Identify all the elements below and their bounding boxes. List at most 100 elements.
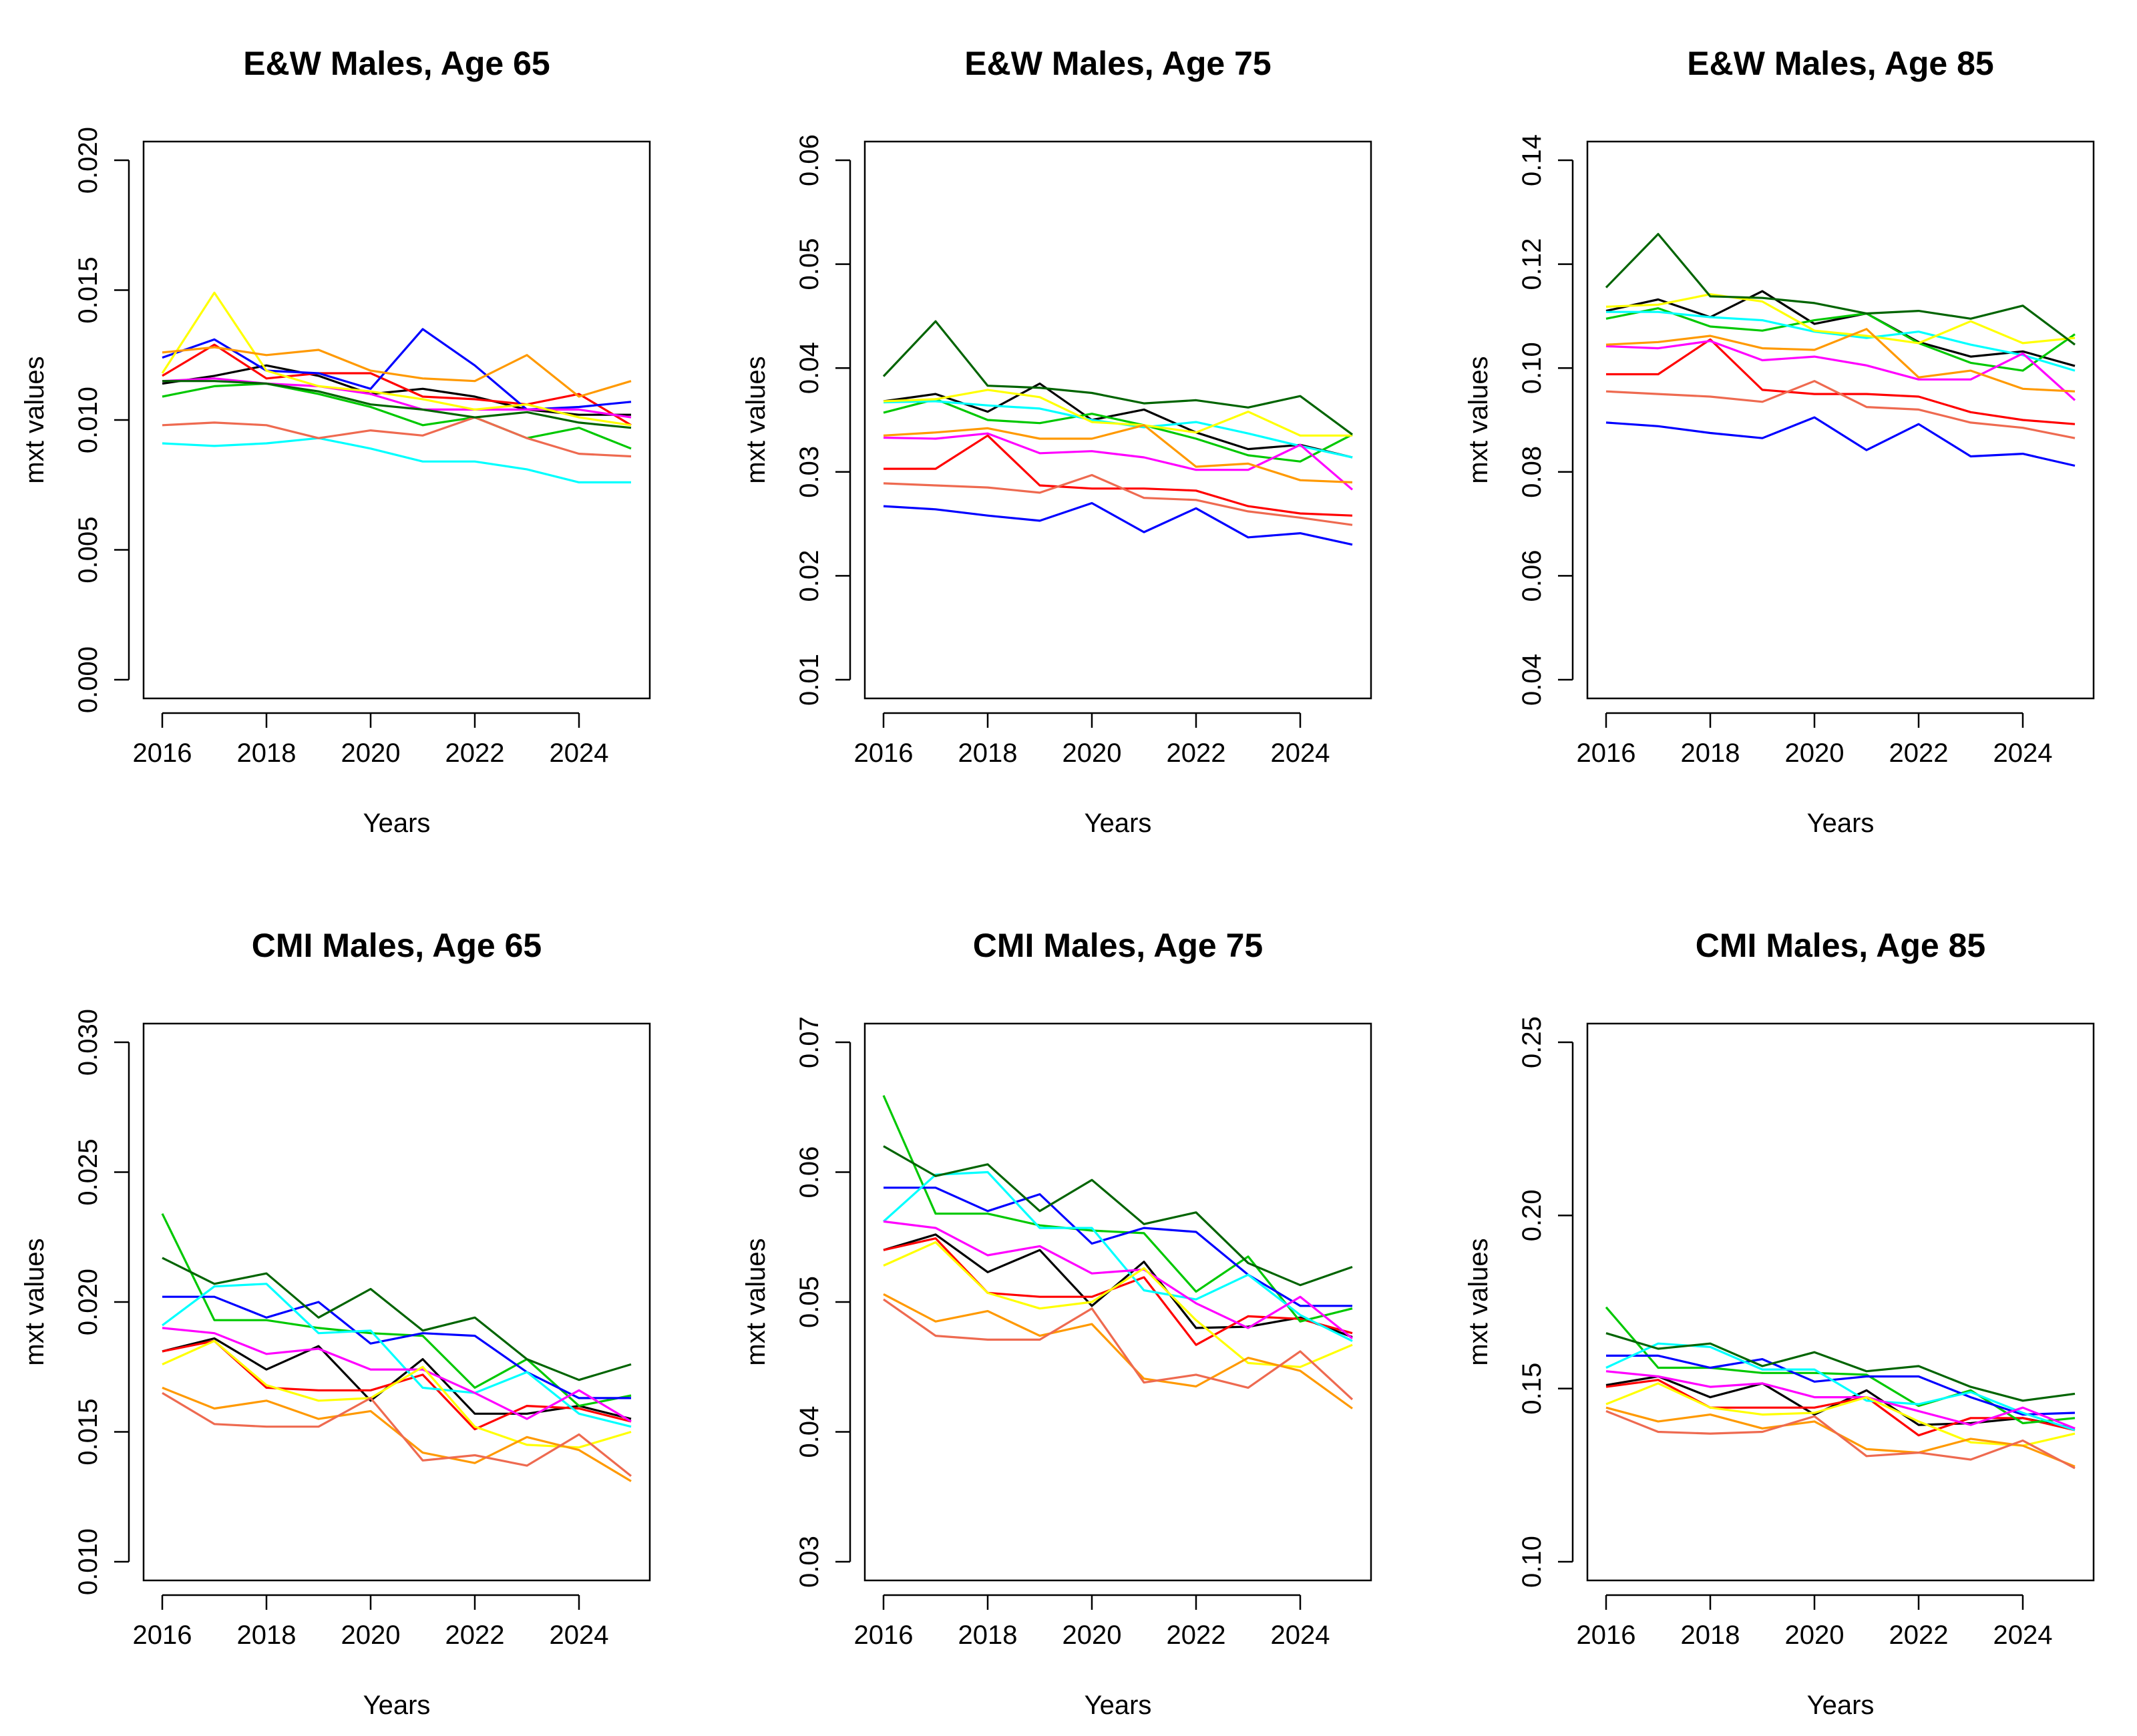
y-tick-label: 0.20 — [1517, 1189, 1547, 1241]
series-line-red — [884, 434, 1353, 517]
y-tick-label: 0.015 — [73, 256, 103, 323]
series-line-darkgreen — [882, 320, 1353, 436]
series-line-orange — [162, 1386, 632, 1482]
series-line-salmon — [883, 1298, 1354, 1401]
chart-panel-4: CMI Males, Age 65 2016 2018 2020 2022 2024 Yea… — [20, 927, 651, 1720]
x-tick-label: 2022 — [1889, 1620, 1949, 1650]
series-line-salmon — [1605, 1409, 2076, 1470]
x-axis-label: Years — [1085, 809, 1152, 838]
y-axis: 0.04 0.06 0.08 0.10 0.12 0.14 — [1517, 134, 1574, 706]
chart-title: E&W Males, Age 85 — [1687, 45, 1993, 82]
x-tick-label: 2018 — [237, 1620, 297, 1650]
x-axis: 2016 2018 2020 2022 2024 — [1577, 712, 2053, 768]
x-axis-label: Years — [1807, 1691, 1875, 1720]
y-tick-label: 0.03 — [795, 446, 824, 498]
series-line-yellow — [883, 389, 1352, 437]
x-tick-label: 2024 — [1993, 1620, 2053, 1650]
x-tick-label: 2022 — [1889, 738, 1949, 768]
series-line-red — [162, 343, 632, 427]
series-line-magenta — [162, 1327, 632, 1423]
plot-frame — [142, 1022, 651, 1582]
y-tick-label: 0.020 — [73, 1269, 103, 1335]
series-line-orange — [162, 346, 632, 398]
x-axis: 2016 2018 2020 2022 2024 — [1577, 1594, 2053, 1650]
series-line-salmon — [162, 416, 632, 458]
y-tick-label: 0.25 — [1517, 1016, 1547, 1068]
y-axis-label: mxt values — [1464, 356, 1493, 483]
series-line-orange — [1605, 328, 2076, 393]
series-line-cyan — [1606, 310, 2076, 372]
y-axis: 0.01 0.02 0.03 0.04 0.05 0.06 — [795, 134, 851, 706]
chart-panel-6: CMI Males, Age 85 2016 2018 2020 2022 2024 Yea… — [1464, 927, 2095, 1720]
series-line-blue — [162, 1295, 631, 1399]
x-tick-label: 2018 — [1681, 1620, 1740, 1650]
y-tick-label: 0.03 — [795, 1536, 824, 1588]
x-tick-label: 2024 — [550, 738, 609, 768]
x-tick-label: 2016 — [1577, 738, 1636, 768]
series-line-magenta — [883, 1220, 1353, 1339]
x-axis-label: Years — [1807, 809, 1875, 838]
series-line-cyan — [882, 1170, 1353, 1342]
y-tick-label: 0.06 — [795, 1146, 824, 1199]
x-tick-label: 2020 — [1062, 1620, 1122, 1650]
x-tick-label: 2024 — [1271, 738, 1330, 768]
plot-frame — [863, 140, 1372, 700]
plot-frame — [142, 140, 651, 700]
x-tick-label: 2020 — [341, 738, 401, 768]
x-tick-label: 2018 — [1681, 738, 1740, 768]
x-tick-label: 2018 — [958, 1620, 1018, 1650]
series-line-blue — [162, 328, 632, 411]
series-line-orange — [883, 1293, 1353, 1409]
y-axis-label: mxt values — [741, 1238, 771, 1365]
x-tick-label: 2024 — [1271, 1620, 1330, 1650]
x-axis: 2016 2018 2020 2022 2024 — [133, 712, 609, 768]
series-line-red — [883, 1237, 1353, 1346]
x-tick-label: 2016 — [1577, 1620, 1636, 1650]
y-axis-label: mxt values — [741, 356, 771, 483]
series-line-blue — [884, 1186, 1352, 1307]
series-line-salmon — [883, 473, 1353, 526]
x-tick-label: 2016 — [854, 1620, 914, 1650]
y-axis-label: mxt values — [1464, 1238, 1493, 1365]
series-line-red — [162, 1339, 632, 1431]
y-tick-label: 0.030 — [73, 1009, 103, 1076]
series-line-blue — [1606, 1354, 2076, 1416]
y-axis-label: mxt values — [20, 1238, 49, 1365]
x-tick-label: 2022 — [445, 1620, 505, 1650]
y-tick-label: 0.14 — [1517, 134, 1547, 186]
series-line-darkgreen — [162, 380, 632, 429]
x-axis: 2016 2018 2020 2022 2024 — [133, 1594, 609, 1650]
x-tick-label: 2024 — [1993, 738, 2053, 768]
x-tick-label: 2022 — [445, 738, 505, 768]
y-tick-label: 0.04 — [1517, 654, 1547, 706]
series-line-darkgreen — [1605, 232, 2076, 346]
series-line-magenta — [883, 432, 1354, 491]
series-line-yellow — [1605, 1382, 2076, 1447]
series-line-blue — [1605, 416, 2076, 467]
x-tick-label: 2020 — [341, 1620, 401, 1650]
x-axis-label: Years — [363, 809, 431, 838]
series-line-yellow — [883, 1241, 1353, 1368]
y-axis: 0.000 0.005 0.010 0.015 0.020 — [73, 127, 130, 713]
y-tick-label: 0.12 — [1517, 238, 1547, 290]
series-line-black — [883, 1233, 1353, 1338]
series-line-black — [1605, 290, 2076, 367]
chart-panel-2: E&W Males, Age 75 2016 2018 2020 2022 2024 Yea… — [741, 45, 1372, 838]
series-line-green — [162, 382, 632, 450]
y-axis: 0.010 0.015 0.020 0.025 0.030 — [73, 1009, 130, 1595]
chart-panel-1: E&W Males, Age 65 2016 2018 2020 2022 2024 Yea… — [20, 45, 651, 838]
y-tick-label: 0.04 — [795, 342, 824, 394]
series-line-black — [162, 1337, 632, 1420]
x-tick-label: 2024 — [550, 1620, 609, 1650]
series-line-cyan — [162, 1283, 632, 1428]
y-axis-label: mxt values — [20, 356, 49, 483]
x-tick-label: 2022 — [1167, 1620, 1226, 1650]
chart-title: E&W Males, Age 75 — [964, 45, 1271, 82]
y-axis: 0.10 0.15 0.20 0.25 — [1517, 1016, 1574, 1588]
series-line-yellow — [161, 291, 632, 427]
series-line-orange — [883, 424, 1353, 483]
y-tick-label: 0.08 — [1517, 446, 1547, 498]
x-tick-label: 2020 — [1785, 1620, 1844, 1650]
x-tick-label: 2020 — [1785, 738, 1844, 768]
